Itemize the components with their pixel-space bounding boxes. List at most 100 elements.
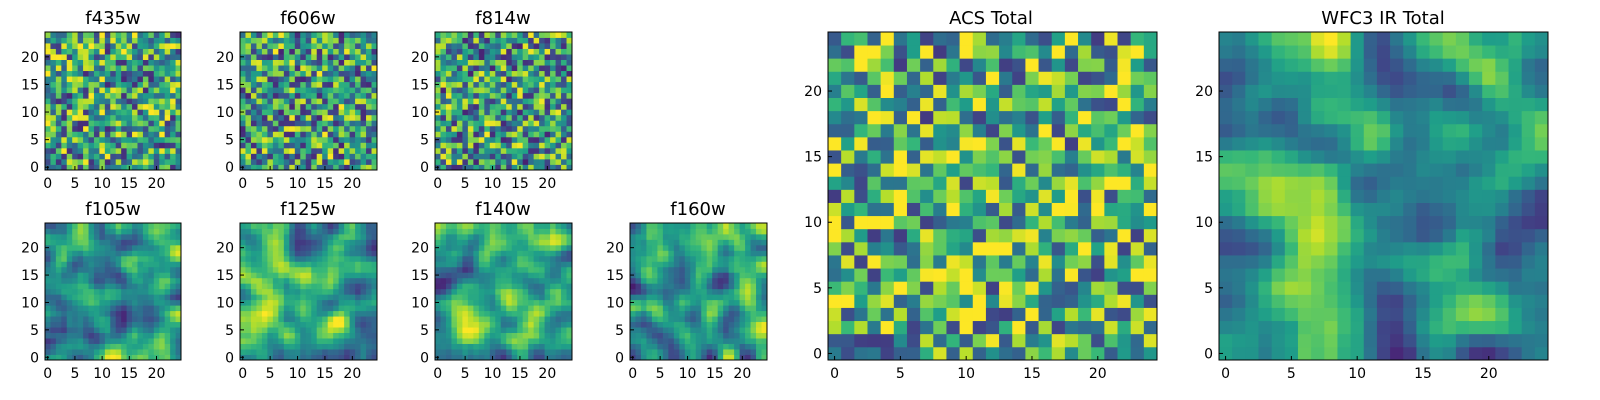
heatmap-cell (316, 65, 323, 72)
heatmap-cell (104, 288, 111, 295)
heatmap-cell (728, 299, 735, 306)
heatmap-cell (440, 109, 447, 116)
heatmap-cell (61, 239, 68, 246)
heatmap-cell (1064, 241, 1079, 256)
heatmap-cell (344, 87, 350, 94)
heatmap-cell (371, 98, 378, 105)
heatmap-cell (327, 43, 334, 49)
heatmap-cell (148, 65, 155, 72)
heatmap-cell (462, 48, 469, 55)
heatmap-cell (55, 255, 62, 262)
heatmap-cell (539, 354, 545, 361)
heatmap-cell (256, 261, 263, 268)
heatmap-cell (1064, 176, 1079, 190)
heatmap-cell (495, 310, 502, 317)
heatmap-cell (673, 239, 680, 246)
heatmap-cell (640, 250, 647, 257)
heatmap-cell (300, 65, 307, 72)
heatmap-cell (45, 48, 51, 55)
heatmap-cell (435, 65, 441, 72)
heatmap-cell (506, 239, 513, 246)
heatmap-cell (684, 288, 691, 295)
heatmap-cell (77, 43, 84, 49)
heatmap-cell (115, 114, 122, 121)
heatmap-cell (723, 294, 730, 301)
heatmap-cell (566, 288, 573, 295)
heatmap-cell (88, 299, 95, 306)
heatmap-cell (72, 327, 79, 333)
heatmap-cell (132, 98, 138, 105)
heatmap-cell (50, 343, 57, 350)
heatmap-cell (256, 332, 263, 339)
heatmap-cell (511, 147, 518, 154)
heatmap-cell (104, 120, 111, 127)
heatmap-cell (484, 37, 491, 44)
heatmap-cell (561, 233, 567, 240)
heatmap-cell (517, 338, 524, 344)
heatmap-cell (175, 54, 182, 60)
heatmap-cell (539, 343, 545, 350)
heatmap-cell (467, 125, 474, 132)
heatmap-cell (959, 123, 974, 138)
heatmap-cell (511, 37, 518, 44)
heatmap-cell (159, 37, 166, 44)
heatmap-cell (566, 349, 573, 355)
heatmap-cell (77, 109, 84, 116)
heatmap-cell (440, 349, 447, 355)
heatmap-cell (72, 142, 79, 149)
heatmap-cell (355, 349, 361, 355)
heatmap-cell (435, 255, 441, 262)
heatmap-cell (533, 321, 540, 328)
heatmap-cell (756, 310, 762, 317)
heatmap-cell (728, 349, 735, 355)
heatmap-cell (761, 233, 768, 240)
heatmap-cell (99, 59, 106, 66)
heatmap-cell (646, 349, 653, 355)
heatmap-cell (528, 261, 535, 268)
heatmap-cell (566, 283, 573, 290)
heatmap-cell (555, 349, 562, 355)
heatmap-cell (267, 299, 274, 306)
heatmap-cell (920, 333, 934, 348)
heatmap-cell (50, 261, 57, 268)
heatmap-cell (539, 277, 545, 284)
y-tick-label: 5 (30, 133, 39, 149)
heatmap-cell (159, 354, 166, 361)
heatmap-cell (668, 316, 675, 323)
heatmap-cell (495, 283, 502, 290)
heatmap-cell (261, 120, 268, 127)
heatmap-cell (126, 109, 133, 116)
heatmap-cell (327, 131, 334, 138)
heatmap-cell (261, 70, 268, 77)
heatmap-cell (528, 32, 535, 38)
heatmap-cell (550, 343, 556, 350)
heatmap-cell (164, 283, 171, 290)
x-tick-label: 0 (238, 176, 247, 192)
heatmap-cell (750, 239, 757, 246)
heatmap-cell (1143, 228, 1158, 243)
heatmap-cell (83, 261, 89, 268)
heatmap-cell (478, 343, 485, 350)
heatmap-cell (142, 354, 149, 361)
heatmap-cell (366, 37, 372, 44)
heatmap-cell (175, 272, 182, 279)
heatmap-cell (478, 92, 485, 99)
heatmap-cell (946, 320, 960, 335)
heatmap-cell (651, 305, 658, 312)
heatmap-cell (115, 92, 122, 99)
heatmap-cell (550, 147, 556, 154)
heatmap-cell (451, 343, 458, 350)
heatmap-cell (555, 158, 562, 165)
heatmap-cell (662, 354, 669, 361)
heatmap-cell (360, 310, 367, 317)
heatmap-cell (159, 65, 166, 72)
heatmap-cell (1143, 202, 1158, 217)
heatmap-cell (841, 346, 855, 361)
heatmap-cell (985, 123, 1000, 138)
heatmap-cell (366, 343, 372, 350)
heatmap-cell (126, 43, 133, 49)
heatmap-cell (55, 338, 62, 344)
heatmap-cell (289, 305, 296, 312)
heatmap-cell (566, 70, 573, 77)
heatmap-cell (77, 354, 84, 361)
